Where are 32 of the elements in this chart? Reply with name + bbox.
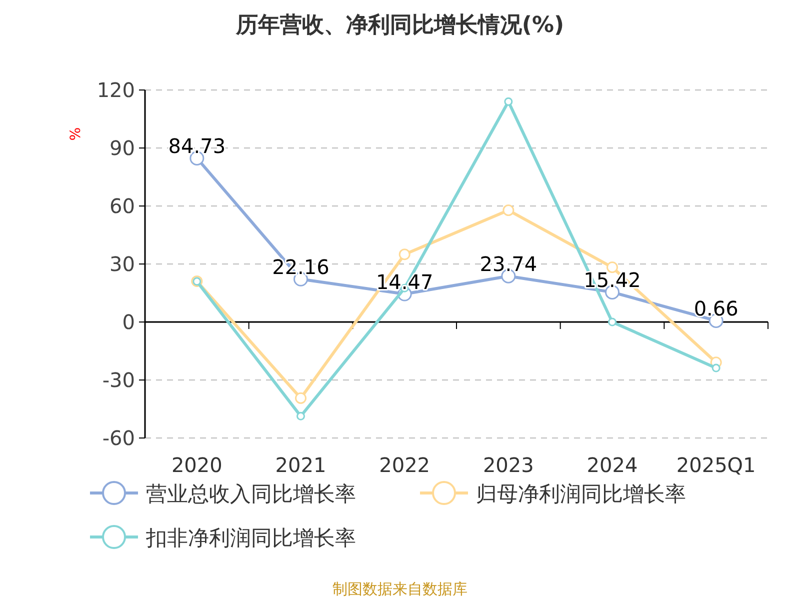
data-label: 84.73 (168, 134, 226, 158)
text: 制图数据来自数据库 (332, 580, 468, 598)
y-tick-label: -30 (102, 368, 135, 392)
x-tick-label: 2025Q1 (676, 453, 756, 477)
point (295, 392, 306, 404)
data-label: 0.66 (694, 296, 738, 321)
data-label: 14.47 (376, 270, 434, 294)
y-tick-label: 60 (110, 194, 135, 218)
point (712, 364, 720, 372)
point (608, 318, 616, 326)
point (502, 204, 514, 216)
y-tick-label: 0 (122, 310, 135, 334)
data-label: 22.16 (272, 255, 330, 280)
y-tick-label: -60 (102, 426, 135, 450)
x-tick-label: 2020 (171, 453, 222, 477)
data-label: 23.74 (480, 252, 538, 276)
y-axis-title: % (68, 127, 84, 141)
point (296, 412, 305, 420)
y-tick-label: 30 (110, 252, 135, 276)
legend-label: 归母净利润同比增长率 (476, 482, 686, 506)
x-tick-label: 2023 (482, 453, 534, 477)
data-label: 15.42 (584, 268, 641, 292)
point (504, 97, 513, 106)
x-tick-label: 2021 (275, 453, 326, 477)
y-tick-label: 90 (110, 136, 135, 160)
y-tick-label: 120 (96, 78, 135, 102)
x-tick-label: 2022 (379, 453, 430, 477)
legend-label: 扣非净利润同比增长率 (145, 526, 356, 550)
legend-label: 营业总收入同比增长率 (146, 482, 356, 506)
chart-title: 历年营收、净利同比增长情况(%) (234, 13, 564, 38)
point (398, 248, 410, 260)
x-tick-label: 2024 (586, 453, 638, 477)
